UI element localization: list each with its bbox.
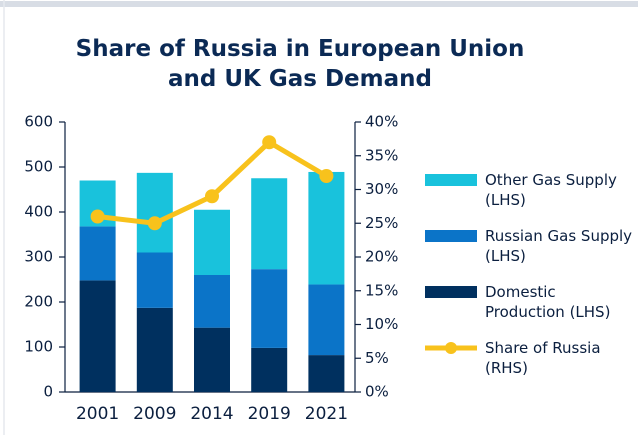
y-tick-label: 400 [24,203,53,221]
y2-tick-label: 40% [365,113,398,131]
legend-swatch [425,230,477,242]
bar-segment [194,209,230,275]
bar-segment [251,347,288,392]
x-tick-label: 2021 [305,404,348,424]
y-tick-label: 300 [24,248,53,266]
x-tick-label: 2019 [248,404,291,424]
x-tick-label: 2009 [133,404,176,424]
x-tick-label: 2001 [76,404,119,424]
y2-tick-label: 20% [365,248,398,266]
bar-segment [136,307,173,392]
bar-segment [308,355,345,392]
line-marker [319,169,334,183]
y-tick-label: 500 [24,158,53,176]
bar-segment [79,226,116,281]
bar-segment [136,252,173,308]
line-marker [205,189,219,204]
legend-label: Other Gas Supply (LHS) [485,171,617,209]
bar-segment [136,172,173,253]
bar-segment [308,284,345,356]
line-marker [262,135,277,150]
bar-segment [251,178,288,270]
y2-tick-label: 0% [365,383,389,401]
legend-swatch [425,174,477,186]
line-marker [90,209,105,224]
y-tick-label: 200 [24,293,53,311]
chart-title: Share of Russia in European Union and UK… [75,36,525,92]
bar-segment [308,171,345,285]
legend-swatch-marker [445,342,457,354]
bar-segment [251,269,288,348]
y-tick-label: 0 [43,383,53,401]
legend-swatch [425,286,477,298]
bar-segment [194,275,230,328]
y2-tick-label: 5% [365,349,389,367]
bar-segment [194,327,230,392]
y2-tick-label: 15% [365,281,398,299]
y2-tick-label: 35% [365,146,398,164]
y-tick-label: 600 [24,113,53,131]
legend-label: Share of Russia (RHS) [485,339,601,377]
legend-label: Domestic Production (LHS) [485,283,611,321]
line-marker [147,216,162,231]
y-tick-label: 100 [24,338,53,356]
legend-label: Russian Gas Supply (LHS) [485,227,633,265]
y2-tick-label: 25% [365,214,398,232]
bar-segment [79,280,116,392]
y2-tick-label: 30% [365,180,398,198]
x-tick-label: 2014 [190,404,233,424]
y2-tick-label: 10% [365,315,398,333]
